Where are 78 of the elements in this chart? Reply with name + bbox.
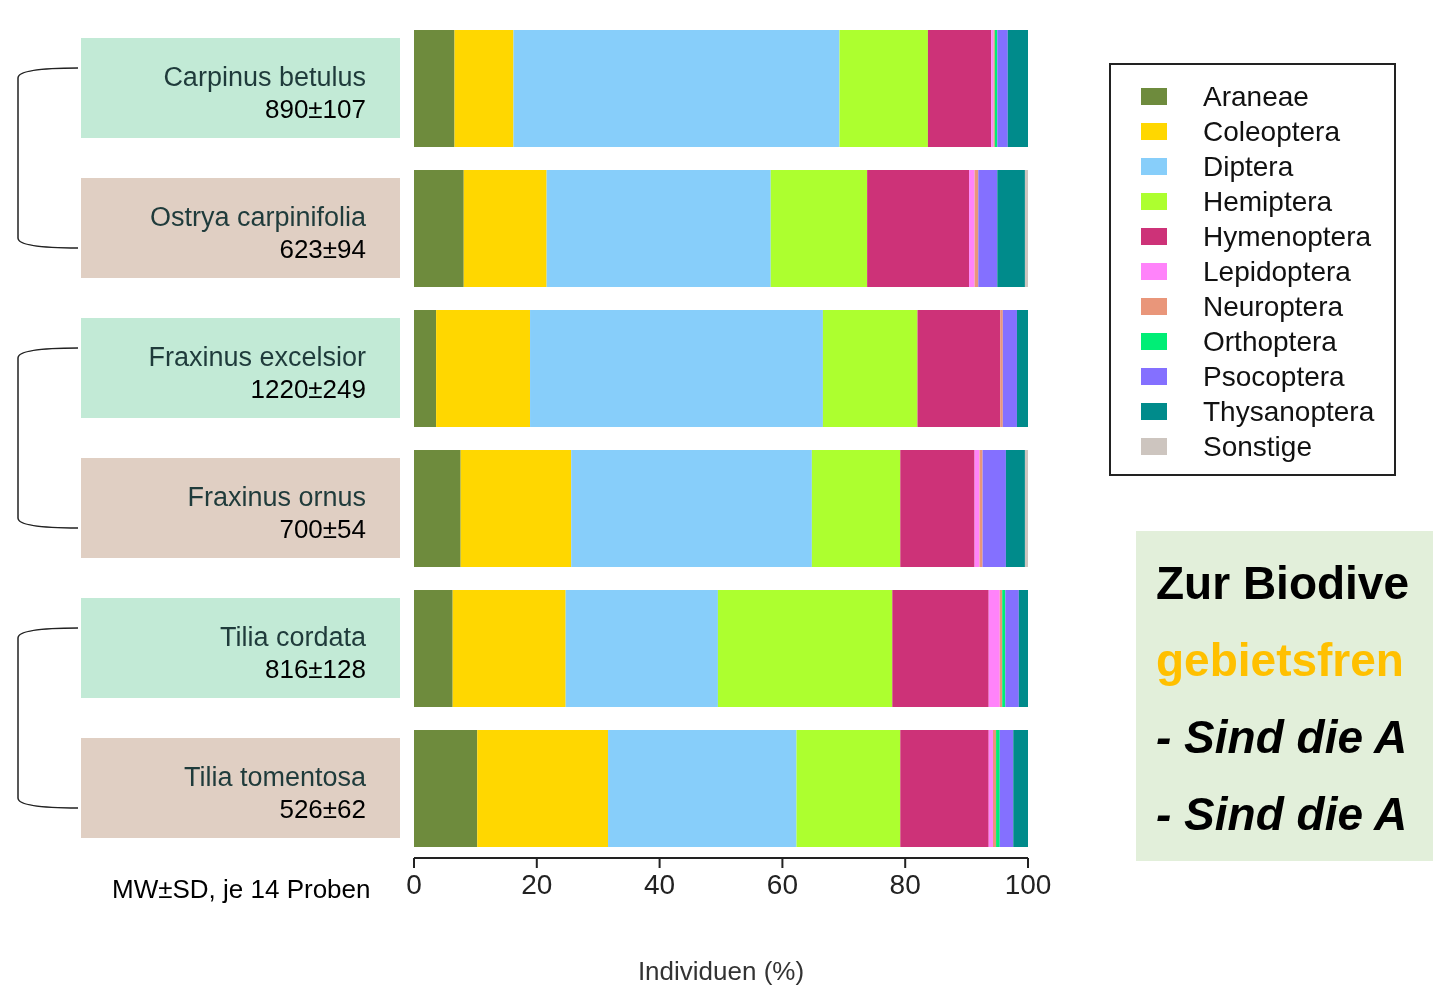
bar: [1005, 590, 1019, 707]
bar: [414, 590, 453, 707]
bar: [454, 30, 514, 147]
bar: [1005, 450, 1025, 567]
bar: [414, 30, 455, 147]
x-tick-label: 20: [521, 868, 553, 900]
legend-label: Coleoptera: [1203, 115, 1340, 148]
bar: [988, 730, 993, 847]
bar: [822, 310, 918, 427]
bar: [1024, 170, 1028, 287]
bar: [414, 310, 437, 427]
bar: [436, 310, 531, 427]
y-tick-label: Tilia cordata 816±128: [219, 622, 367, 684]
bar: [571, 450, 812, 567]
bar: [900, 450, 975, 567]
bar: [867, 170, 970, 287]
text: gebietsfren: [1156, 633, 1405, 688]
legend-label: Diptera: [1203, 150, 1294, 183]
legend-label: Psocoptera: [1203, 360, 1345, 393]
x-tick-label: 0: [406, 868, 422, 900]
x-tick-label: 80: [889, 868, 921, 900]
bar: [839, 30, 928, 147]
bar: [997, 170, 1025, 287]
bar: [546, 170, 771, 287]
bar: [1018, 590, 1028, 707]
bar: [414, 170, 464, 287]
bar: [463, 170, 547, 287]
x-tick-label: 100: [1004, 868, 1052, 900]
bar: [1000, 310, 1003, 427]
legend-label: Lepidoptera: [1203, 255, 1351, 288]
bar: [900, 730, 989, 847]
bar: [1007, 30, 1028, 147]
legend-label: Orthoptera: [1203, 325, 1337, 358]
x-tick-label: 40: [644, 868, 676, 900]
bar: [997, 30, 1008, 147]
bar: [988, 590, 1000, 707]
bar: [811, 450, 901, 567]
x-axis-title: Individuen (%): [637, 956, 805, 986]
bar: [969, 170, 975, 287]
y-tick-label: Fraxinus excelsior 1220±249: [148, 342, 366, 404]
text: MW±SD, je 14 Proben: [112, 874, 371, 905]
text: - Sind die A: [1156, 787, 1409, 842]
legend-label: Thysanoptera: [1203, 395, 1375, 428]
y-tick-label: Fraxinus ornus 700±54: [187, 482, 366, 544]
bar: [999, 730, 1014, 847]
bar: [1002, 310, 1017, 427]
bar: [530, 310, 823, 427]
bar: [796, 730, 901, 847]
text: Zur Biodive: [1156, 556, 1411, 611]
bar: [414, 730, 478, 847]
legend-label: Hemiptera: [1203, 185, 1333, 218]
bar: [477, 730, 609, 847]
y-tick-label: Carpinus betulus 890±107: [163, 62, 366, 124]
bar: [979, 450, 983, 567]
bar: [608, 730, 797, 847]
x-tick-label: 60: [766, 868, 798, 900]
bar: [1013, 730, 1028, 847]
bar: [513, 30, 840, 147]
legend-label: Araneae: [1203, 80, 1309, 113]
legend-label: Neuroptera: [1203, 290, 1344, 323]
bar: [982, 450, 1006, 567]
legend-label: Hymenoptera: [1203, 220, 1372, 253]
text: - Sind die A: [1156, 710, 1409, 765]
bar: [460, 450, 572, 567]
bar: [717, 590, 893, 707]
legend-label: Sonstige: [1203, 430, 1312, 463]
bar: [414, 450, 461, 567]
bar: [565, 590, 718, 707]
bar: [978, 170, 998, 287]
bar: [917, 310, 1001, 427]
y-tick-label: Tilia tomentosa 526±62: [183, 762, 367, 824]
bar: [927, 30, 992, 147]
bar: [1016, 310, 1028, 427]
bar: [1024, 450, 1028, 567]
bar: [452, 590, 566, 707]
bar: [770, 170, 868, 287]
y-tick-label: Ostrya carpinifolia 623±94: [149, 202, 367, 264]
bar: [892, 590, 989, 707]
